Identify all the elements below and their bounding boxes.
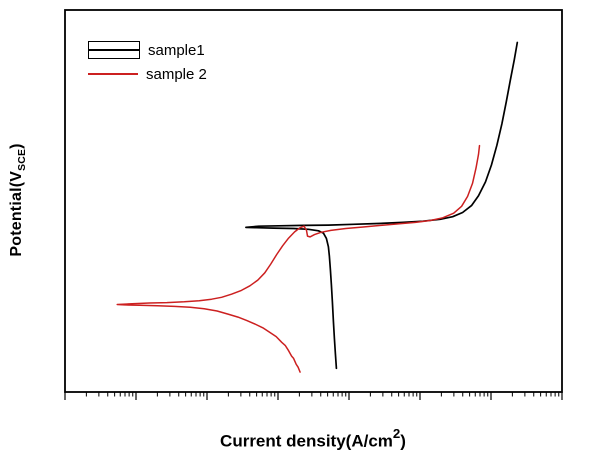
legend-line-swatch-red: [88, 73, 138, 75]
y-axis-label: Potential(VSCE): [8, 143, 28, 256]
legend-line-swatch-black: [89, 49, 139, 51]
legend-line-sample2: [88, 66, 138, 82]
x-axis-label: Current density(A/cm2): [220, 426, 406, 452]
legend-label-sample2: sample 2: [146, 65, 207, 83]
y-axis-label-suffix: ): [7, 143, 25, 149]
x-axis-label-superscript: 2: [392, 426, 401, 441]
x-axis-label-prefix: Current density(A/cm: [220, 431, 393, 451]
legend-entry-sample2: sample 2: [88, 62, 207, 86]
x-axis-label-suffix: ): [400, 431, 406, 451]
y-axis-label-prefix: Potential(V: [7, 170, 25, 257]
legend: sample1 sample 2: [88, 38, 207, 86]
legend-line-sample1: [88, 41, 140, 59]
legend-label-sample1: sample1: [148, 41, 205, 59]
y-axis-label-subscript: SCE: [17, 148, 29, 171]
legend-entry-sample1: sample1: [88, 38, 207, 62]
